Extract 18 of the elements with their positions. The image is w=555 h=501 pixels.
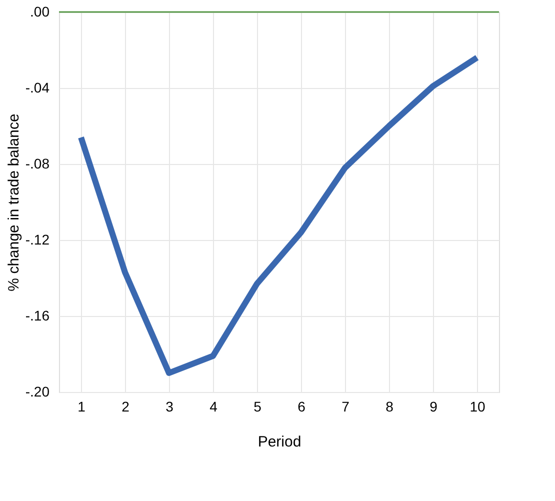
y-tick-label: -.04 <box>25 80 50 96</box>
y-tick-label: -.20 <box>25 384 50 400</box>
x-tick-label: 10 <box>470 398 486 414</box>
y-tick-label: -.12 <box>25 232 50 248</box>
x-axis-title: Period <box>258 434 302 450</box>
y-axis-title: % change in trade balance <box>5 114 22 292</box>
x-tick-label: 5 <box>254 398 262 414</box>
x-tick-label: 3 <box>166 398 174 414</box>
y-tick-label: -.08 <box>25 156 50 172</box>
y-tick-label: -.16 <box>25 308 50 324</box>
x-tick-label: 4 <box>210 398 218 414</box>
y-tick-label: .00 <box>30 4 50 20</box>
x-tick-label: 8 <box>386 398 394 414</box>
x-tick-label: 7 <box>342 398 350 414</box>
x-tick-label: 2 <box>122 398 130 414</box>
x-tick-label: 1 <box>78 398 86 414</box>
x-tick-label: 6 <box>298 398 306 414</box>
x-tick-label: 9 <box>430 398 438 414</box>
